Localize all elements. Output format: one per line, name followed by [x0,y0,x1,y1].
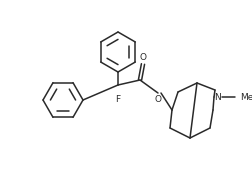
Text: O: O [139,52,146,61]
Text: O: O [154,94,161,103]
Text: Me: Me [239,93,252,102]
Text: N: N [214,93,220,102]
Text: F: F [115,95,120,104]
